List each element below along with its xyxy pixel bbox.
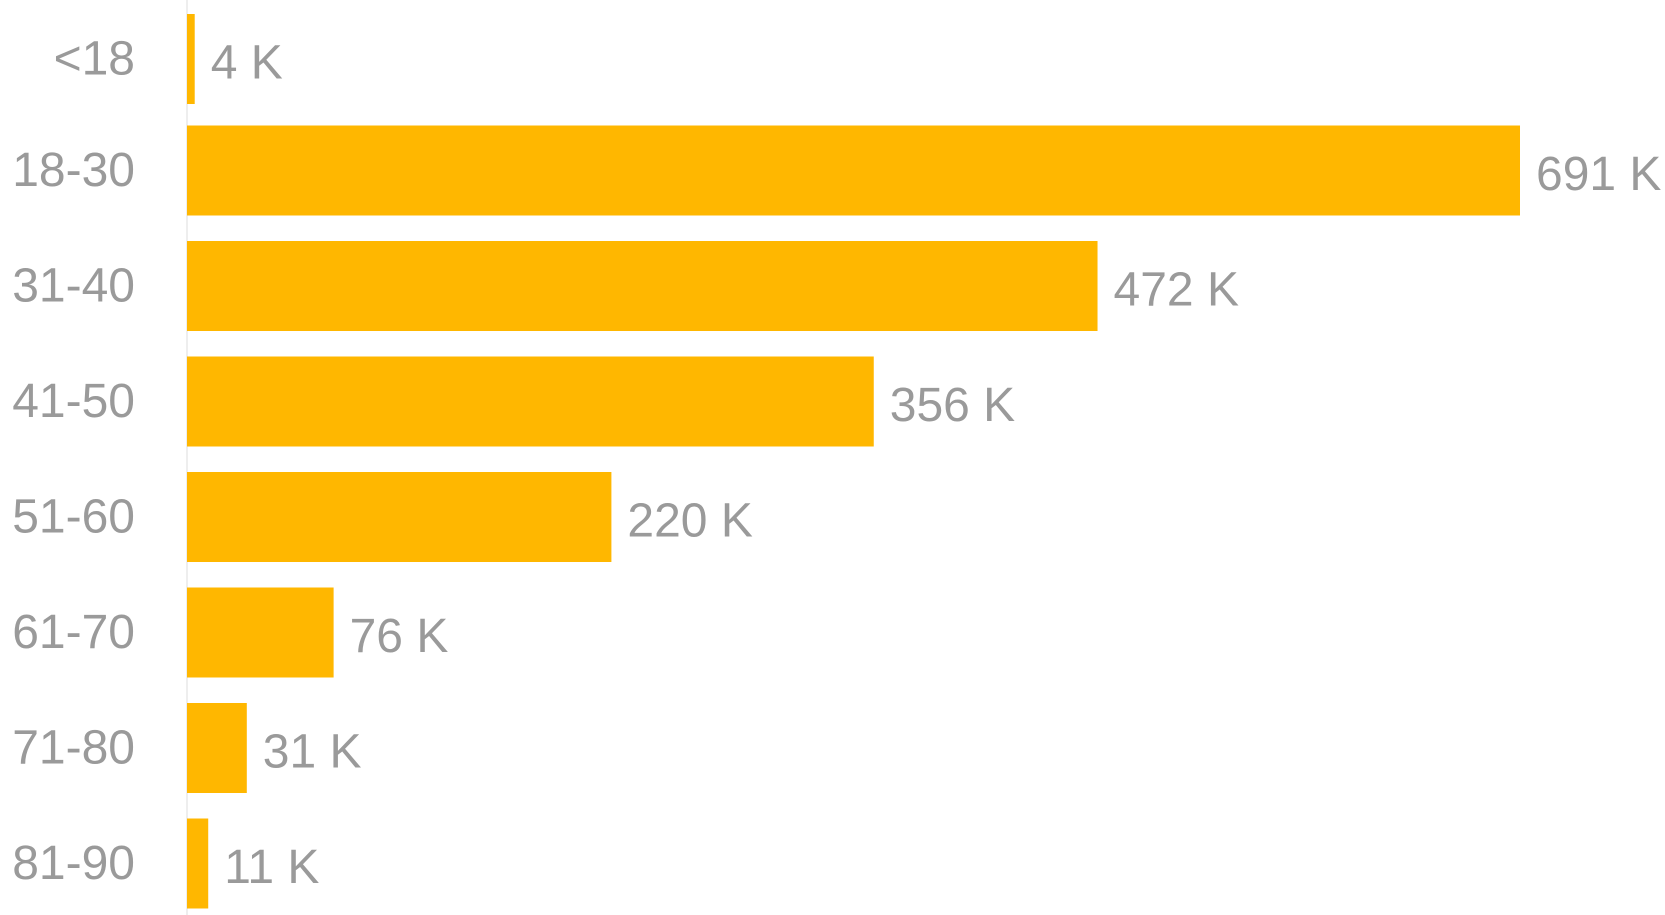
bar-2 <box>187 241 1098 331</box>
value-label: 220 K <box>627 495 752 548</box>
category-label: 31-40 <box>12 260 135 313</box>
bar-0 <box>187 14 195 104</box>
category-label: 41-50 <box>12 375 135 428</box>
value-label: 31 K <box>263 726 362 779</box>
category-label: <18 <box>54 33 135 86</box>
category-label: 61-70 <box>12 606 135 659</box>
value-label: 356 K <box>890 379 1015 432</box>
category-label: 71-80 <box>12 722 135 775</box>
category-label: 81-90 <box>12 837 135 890</box>
value-labels-group: 4 K 691 K 472 K 356 K 220 K 76 K 31 K 11 K <box>211 37 1662 895</box>
bar-6 <box>187 703 247 793</box>
value-label: 691 K <box>1536 148 1661 201</box>
value-label: 4 K <box>211 37 283 90</box>
bar-1 <box>187 125 1520 216</box>
bar-4 <box>187 472 612 562</box>
category-label: 51-60 <box>12 491 135 544</box>
bars-group <box>187 14 1520 909</box>
value-label: 11 K <box>224 841 319 894</box>
category-labels-group: <18 18-30 31-40 41-50 51-60 61-70 71-80 81-90 <box>12 33 135 891</box>
bar-5 <box>187 587 334 678</box>
value-label: 76 K <box>350 610 449 663</box>
bar-3 <box>187 356 874 447</box>
value-label: 472 K <box>1114 264 1239 317</box>
category-label: 18-30 <box>12 144 135 197</box>
bar-7 <box>187 818 209 909</box>
